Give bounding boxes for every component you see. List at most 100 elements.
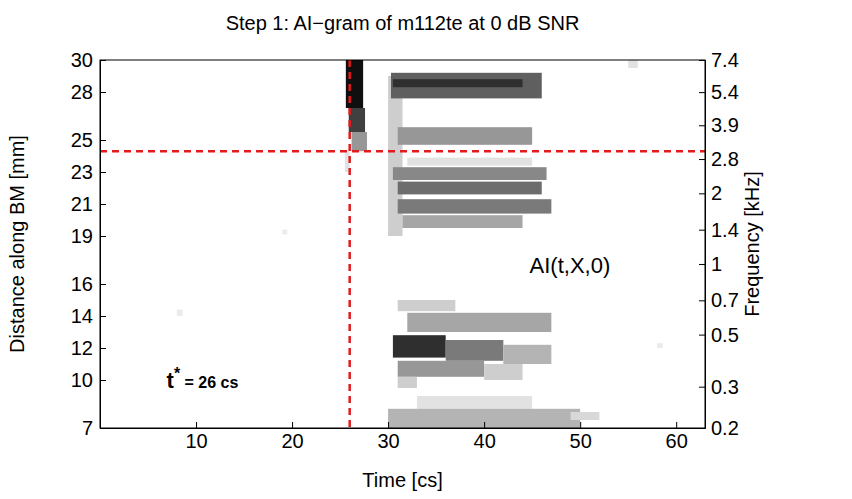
tick-mark (699, 92, 705, 93)
tick: 10 (71, 369, 106, 391)
axis: 710121416192123252830 (71, 49, 106, 439)
heatmap-cells (100, 60, 705, 428)
cell (393, 335, 446, 357)
tick: 60 (666, 422, 688, 452)
tick-mark (100, 428, 106, 429)
tick-mark (100, 284, 106, 285)
tick: 0.5 (699, 324, 739, 346)
cell (571, 412, 600, 420)
tick: 3.9 (699, 114, 739, 136)
tick-label: 0.3 (711, 376, 739, 398)
tick-mark (699, 159, 705, 160)
axis-line (699, 61, 706, 429)
tick: 50 (570, 422, 592, 452)
tick-mark (484, 422, 485, 428)
tick: 14 (71, 305, 106, 327)
tick-mark (100, 316, 106, 317)
tick-label: 30 (377, 430, 399, 452)
annotation: t* = 26 cs (167, 365, 239, 393)
tick: 19 (71, 225, 106, 247)
cell (352, 132, 367, 151)
tick-label: 0.2 (711, 417, 739, 439)
tick: 0.3 (699, 376, 739, 398)
tick: 21 (71, 193, 106, 215)
tick-mark (100, 172, 106, 173)
cell (393, 167, 547, 180)
tick-mark (100, 140, 106, 141)
tick-mark (388, 422, 389, 428)
tick: 5.4 (699, 81, 739, 103)
tick-mark (100, 348, 106, 349)
tick-label: 5.4 (711, 81, 739, 103)
tick-label: 21 (71, 193, 93, 215)
tick-label: 28 (71, 81, 93, 103)
place-marker (100, 150, 705, 153)
tick: 7.4 (699, 49, 739, 71)
tick: 7 (82, 417, 106, 439)
cell (407, 158, 532, 166)
tick-mark (100, 380, 106, 381)
cell (398, 377, 417, 388)
tick: 2 (699, 182, 722, 204)
tick-label: 23 (71, 161, 93, 183)
tick-label: 1 (711, 253, 722, 275)
cell (503, 345, 551, 364)
tick-mark (699, 335, 705, 336)
cell (391, 73, 542, 99)
y-axis-title: Distance along BM [mm] (6, 135, 28, 353)
tick: 0.2 (699, 417, 739, 439)
tick: 40 (474, 422, 496, 452)
cell (398, 300, 456, 311)
tick-label: 1.4 (711, 219, 739, 241)
tick-mark (100, 92, 106, 93)
cell (177, 310, 183, 316)
tick-label: 12 (71, 337, 93, 359)
cell (417, 396, 532, 409)
tick-mark (699, 125, 705, 126)
axis: 0.2 0.3 0.5 0.7 1 1.4 2 2.8 3.9 5.4 7.4 (699, 49, 739, 439)
chart: 1020304050607101214161921232528300.20.30… (0, 0, 852, 499)
tick-label: 25 (71, 129, 93, 151)
tick-mark (676, 422, 677, 428)
cell (393, 79, 523, 87)
tick-label: 7 (82, 417, 93, 439)
tick: 23 (71, 161, 106, 183)
tick-mark (196, 422, 197, 428)
cell (398, 182, 542, 195)
tick-mark (292, 422, 293, 428)
tick-label: 7.4 (711, 49, 739, 71)
tick-label: 0.7 (711, 289, 739, 311)
cell (282, 230, 287, 235)
tick-label: 10 (71, 369, 93, 391)
cell (349, 108, 365, 132)
tick: 10 (185, 422, 207, 452)
cell (398, 127, 532, 145)
tick-mark (100, 204, 106, 205)
tick-mark (699, 60, 705, 61)
tick-label: 0.5 (711, 324, 739, 346)
tick-mark (100, 236, 106, 237)
tick-label: 50 (570, 430, 592, 452)
x-axis-title: Time [cs] (362, 469, 442, 491)
tick-mark (699, 230, 705, 231)
tick-mark (699, 300, 705, 301)
annotation-part: = 26 cs (180, 374, 238, 391)
tick-mark (699, 193, 705, 194)
axis-line (101, 61, 107, 429)
tick: 0.7 (699, 289, 739, 311)
tick-mark (699, 264, 705, 265)
tick-label: 2.8 (711, 148, 739, 170)
tick-label: 10 (185, 430, 207, 452)
tick-label: 14 (71, 305, 93, 327)
cell (407, 313, 551, 332)
tick-label: 16 (71, 273, 93, 295)
cell (403, 215, 523, 228)
cell (446, 340, 504, 361)
annotation: AI(t,X,0) (530, 253, 611, 278)
cell (388, 409, 580, 428)
tick: 20 (281, 422, 303, 452)
tick: 28 (71, 81, 106, 103)
axis-line (101, 422, 706, 429)
tick: 12 (71, 337, 106, 359)
tick: 2.8 (699, 148, 739, 170)
